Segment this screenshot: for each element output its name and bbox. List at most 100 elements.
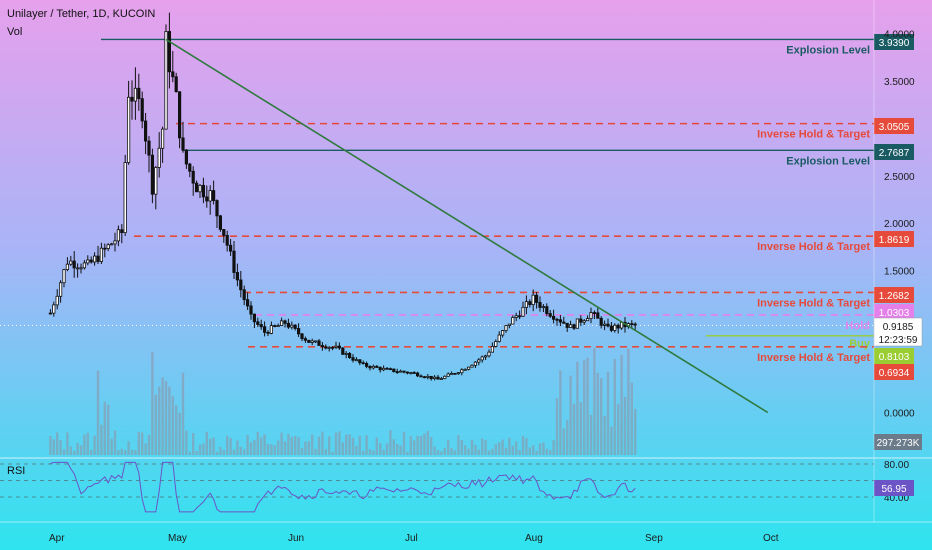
- candle-body: [208, 190, 212, 202]
- volume-bar: [447, 439, 450, 455]
- candle-body: [123, 162, 127, 234]
- volume-bar: [263, 434, 266, 455]
- candle-body: [375, 365, 379, 368]
- candle-body: [344, 353, 348, 355]
- candle-body: [177, 91, 182, 139]
- volume-bar: [491, 448, 494, 455]
- candle-body: [381, 367, 386, 371]
- candle-body: [252, 313, 256, 323]
- volume-bar: [202, 443, 205, 455]
- volume-bar: [334, 432, 338, 455]
- volume-bar: [355, 445, 358, 455]
- candle-body: [262, 326, 267, 333]
- hold-level-badge: [874, 304, 914, 320]
- volume-bar: [113, 430, 117, 455]
- candle-body: [575, 318, 580, 329]
- volume-bar: [494, 444, 497, 455]
- candle-body: [592, 312, 597, 314]
- candle-body: [324, 346, 328, 349]
- candle-body: [432, 376, 437, 380]
- rsi-badge: [874, 480, 914, 496]
- candle-body: [327, 346, 331, 349]
- candle-body: [633, 323, 637, 326]
- volume-bar: [107, 404, 110, 455]
- candle-body: [147, 140, 151, 156]
- volume-bar: [62, 449, 66, 455]
- candle-body: [160, 128, 165, 149]
- candle-body: [317, 340, 321, 346]
- candle-body: [538, 302, 542, 308]
- hold-level-label: Hold: [846, 320, 870, 332]
- volume-bar: [375, 437, 378, 455]
- candle-body: [65, 263, 69, 271]
- volume-bar: [270, 444, 273, 455]
- volume-bar: [379, 443, 382, 455]
- volume-bar: [430, 437, 433, 455]
- candle-body: [572, 324, 576, 329]
- hold-level-badge-text: 1.0303: [879, 308, 910, 319]
- volume-bar: [508, 437, 511, 455]
- price-axis-tick: 1.5000: [884, 266, 915, 277]
- candle-body: [266, 331, 270, 334]
- volume-bar: [290, 436, 293, 455]
- volume-bar: [634, 408, 637, 455]
- volume-bar: [311, 434, 314, 455]
- time-axis-tick: Sep: [645, 533, 663, 544]
- candle-body: [439, 378, 444, 380]
- candle-body: [72, 260, 76, 269]
- volume-bar: [321, 431, 324, 455]
- volume-bar: [209, 438, 212, 455]
- candle-body: [473, 361, 478, 366]
- volume-bar: [399, 445, 402, 455]
- volume-bar: [175, 405, 178, 455]
- volume-bar: [596, 372, 599, 455]
- volume-bar: [409, 436, 412, 455]
- candle-body: [514, 315, 518, 318]
- candle-body: [405, 371, 410, 374]
- current-price-badge: [873, 317, 923, 347]
- candle-body: [562, 321, 566, 324]
- candle-body: [436, 376, 440, 380]
- volume-bar: [93, 435, 96, 455]
- volume-bar: [549, 449, 552, 455]
- candle-body: [69, 260, 73, 265]
- volume-bar: [385, 443, 389, 455]
- volume-bar: [260, 437, 263, 455]
- volume-layer: 297.273K: [49, 347, 922, 455]
- candle-body: [337, 345, 342, 349]
- candle-body: [429, 375, 433, 380]
- volume-bar: [474, 444, 477, 455]
- rsi-badge-text: 56.95: [881, 484, 906, 495]
- candle-body: [293, 324, 297, 329]
- volume-bar: [413, 440, 416, 455]
- candle-body: [296, 328, 301, 335]
- volume-bar: [569, 375, 572, 455]
- volume-bar: [195, 451, 198, 455]
- candle-body: [154, 167, 158, 195]
- candle-body: [116, 229, 120, 242]
- countdown-text: 12:23:59: [879, 335, 918, 346]
- volume-bar: [362, 450, 365, 455]
- volume-bar: [164, 380, 168, 455]
- explosion-level-top-badge: [874, 34, 914, 50]
- candle-body: [422, 376, 427, 379]
- candle-body: [487, 351, 491, 357]
- candle-body: [194, 182, 199, 193]
- candle-body: [364, 363, 369, 367]
- candle-body: [446, 373, 450, 377]
- volume-bar: [583, 360, 586, 455]
- volume-bar: [542, 442, 545, 455]
- volume-bar: [419, 436, 423, 455]
- volume-bar: [246, 434, 249, 455]
- volume-bar: [579, 402, 582, 455]
- candle-body: [110, 243, 114, 246]
- candle-body: [483, 355, 488, 358]
- volume-bar: [521, 436, 525, 455]
- candle-body: [198, 184, 202, 193]
- candle-body: [225, 234, 229, 246]
- volume-bar: [297, 437, 300, 455]
- volume-bar: [314, 448, 317, 455]
- candle-body: [330, 346, 335, 349]
- candle-body: [569, 324, 573, 328]
